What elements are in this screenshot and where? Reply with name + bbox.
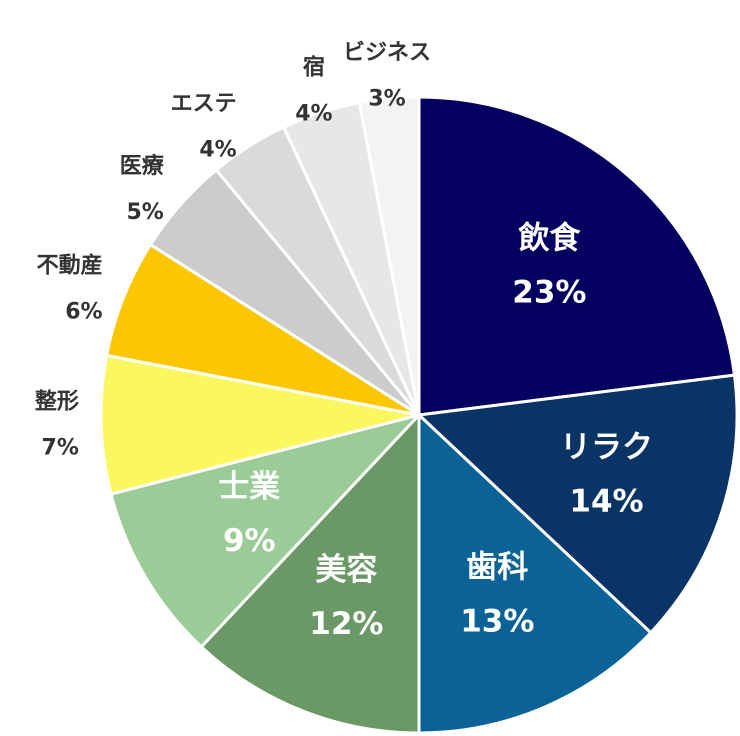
- slice-4-value-label: 12%: [309, 606, 383, 642]
- slice-7-wedge: [105, 243, 421, 417]
- slice-4-category-label: 美容: [315, 552, 377, 588]
- slice-5-category-label: 士業: [218, 469, 280, 505]
- slice-3-value-label: 13%: [460, 603, 534, 639]
- slice-2-wedge: [417, 373, 739, 635]
- slice-7-category-label: 不動産: [37, 253, 103, 279]
- slice-2-value-label: 14%: [569, 483, 643, 519]
- slice-2-category-label: リラク: [560, 429, 653, 465]
- slice-5-wedge: [109, 413, 421, 649]
- slice-1-category-label: 飲食: [518, 221, 581, 257]
- slice-7-value-label: 6%: [65, 300, 102, 325]
- slice-10-category-label: 宿: [303, 54, 325, 80]
- slice-8-category-label: 医療: [120, 153, 164, 179]
- slice-10-value-label: 4%: [295, 101, 332, 126]
- slice-11-wedge: [357, 95, 421, 417]
- slice-3-category-label: 歯科: [466, 549, 528, 585]
- slice-8-value-label: 5%: [126, 200, 163, 225]
- slice-9-value-label: 4%: [199, 138, 236, 163]
- slice-9-category-label: エステ: [171, 92, 237, 117]
- slice-3-wedge: [417, 413, 653, 735]
- slice-5-value-label: 9%: [223, 523, 276, 559]
- slice-4-wedge: [199, 413, 421, 735]
- slice-6-wedge: [99, 353, 421, 496]
- slice-6-value-label: 7%: [42, 436, 79, 461]
- slice-11-value-label: 3%: [368, 86, 405, 111]
- slice-6-category-label: 整形: [35, 389, 79, 415]
- slice-1-wedge: [417, 95, 736, 417]
- slice-1-value-label: 23%: [512, 275, 586, 311]
- slice-11-category-label: ビジネス: [343, 40, 431, 65]
